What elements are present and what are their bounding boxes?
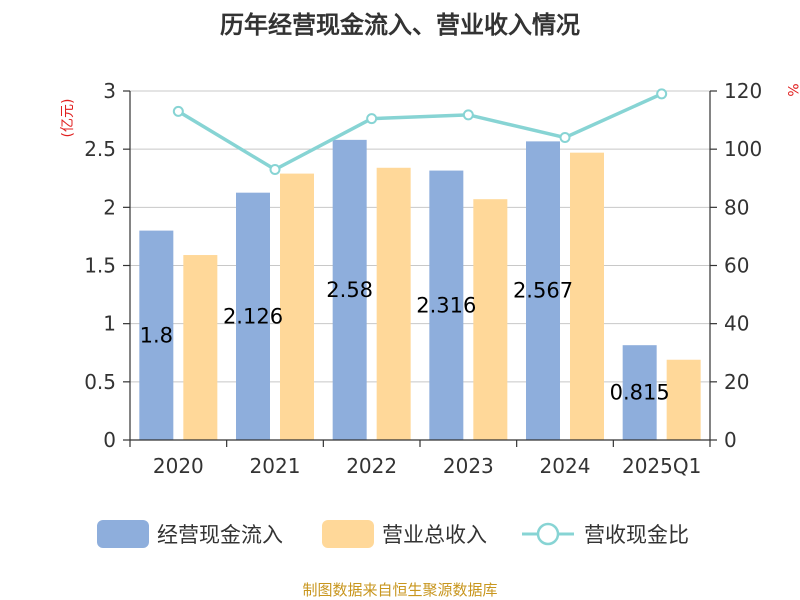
ratio-point [656, 88, 668, 100]
ratio-point [269, 164, 281, 176]
bar-cash-inflow [429, 170, 464, 440]
axes: 0 0.5 1 1.5 2 2.5 3 0 20 40 60 80 100 120 2020 2021 2022… [84, 79, 762, 478]
ratio-point [559, 132, 571, 144]
bars [139, 139, 701, 441]
right-tick-label: 0 [724, 428, 737, 452]
ratio-line [172, 88, 668, 176]
left-tick-label: 0 [103, 428, 116, 452]
right-tick-label: 100 [724, 137, 762, 161]
bar-cash-inflow [332, 139, 367, 441]
x-tick-label: 2025Q1 [622, 454, 701, 478]
bar-revenue [183, 255, 218, 440]
bar-revenue [473, 199, 508, 440]
data-label: 1.8 [140, 323, 173, 347]
legend-label: 营收现金比 [584, 523, 689, 547]
left-tick-label: 1.5 [84, 254, 116, 278]
x-tick-label: 2022 [346, 454, 397, 478]
left-axis-unit: (亿元) [60, 99, 76, 138]
grid [130, 90, 710, 383]
right-tick-label: 80 [724, 195, 749, 219]
bar-cash-inflow [622, 345, 657, 440]
data-label: 2.316 [416, 293, 476, 317]
left-tick-label: 2 [103, 195, 116, 219]
right-tick-label: 40 [724, 312, 749, 336]
right-tick-label: 20 [724, 370, 749, 394]
legend-swatch-cash-inflow [97, 520, 149, 548]
bar-cash-inflow [236, 192, 270, 440]
chart-title: 历年经营现金流入、营业收入情况 [220, 11, 580, 39]
data-label: 2.567 [513, 279, 573, 303]
bar-cash-inflow [139, 230, 174, 440]
legend: 经营现金流入 营业总收入 营收现金比 [97, 520, 689, 548]
ratio-point [462, 109, 474, 121]
bar-revenue [666, 359, 701, 440]
left-tick-label: 1 [103, 312, 116, 336]
ratio-line-path [177, 92, 663, 172]
data-label: 2.58 [326, 278, 373, 302]
data-label: 2.126 [223, 304, 283, 328]
legend-marker-ratio [536, 522, 560, 546]
legend-label: 经营现金流入 [157, 523, 283, 547]
legend-label: 营业总收入 [382, 523, 487, 547]
x-tick-label: 2023 [443, 454, 494, 478]
left-tick-label: 3 [103, 79, 116, 103]
bar-revenue [376, 167, 411, 440]
data-labels: 1.8 2.126 2.58 2.316 2.567 0.815 [140, 278, 670, 405]
x-tick-label: 2024 [540, 454, 591, 478]
bar-revenue [280, 173, 314, 440]
left-tick-label: 0.5 [84, 370, 116, 394]
ratio-point [366, 113, 378, 125]
left-tick-label: 2.5 [84, 137, 116, 161]
legend-swatch-revenue [322, 520, 374, 548]
x-tick-label: 2020 [153, 454, 204, 478]
right-axis-unit: % [784, 83, 800, 96]
bar-revenue [570, 152, 604, 440]
x-tick-label: 2021 [250, 454, 301, 478]
right-tick-label: 120 [724, 79, 762, 103]
right-tick-label: 60 [724, 254, 749, 278]
data-label: 0.815 [610, 381, 670, 405]
ratio-point [172, 105, 184, 117]
source-note: 制图数据来自恒生聚源数据库 [302, 581, 497, 599]
bar-cash-inflow [526, 141, 560, 441]
